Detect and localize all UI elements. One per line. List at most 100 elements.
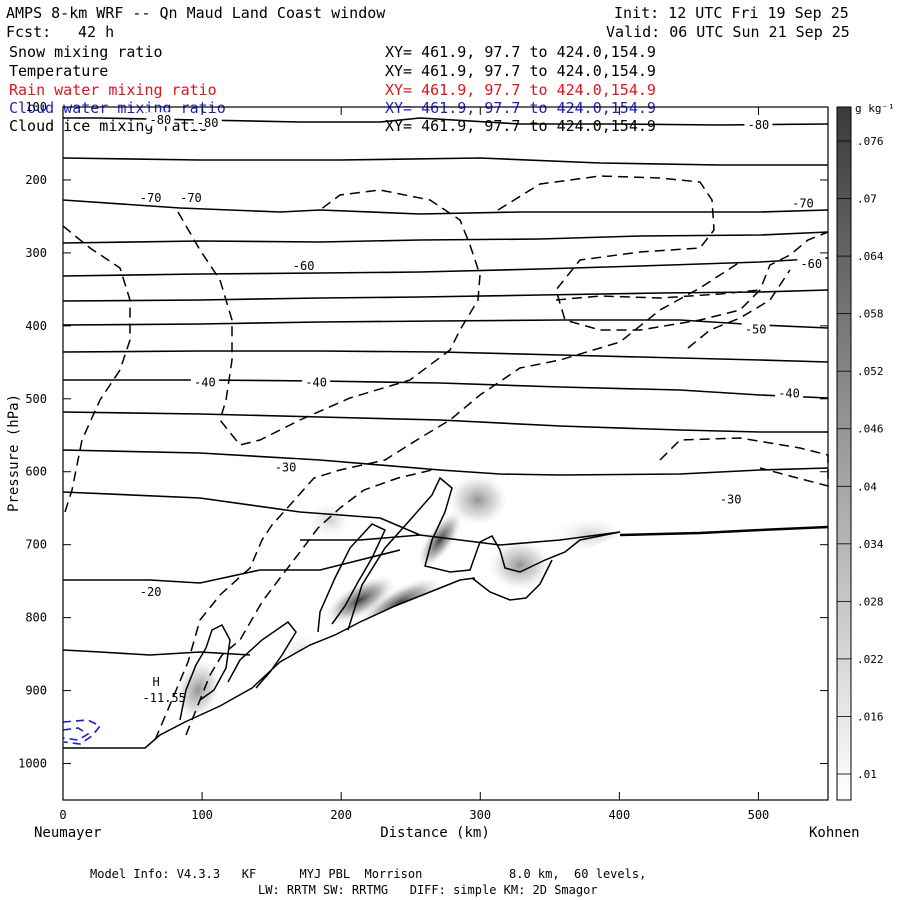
x-tick-label: 400 [609,808,631,822]
model-info-line-2: LW: RRTM SW: RRTMG DIFF: simple KM: 2D S… [258,883,598,897]
y-tick-label: 800 [25,611,47,625]
y-tick-label: 700 [25,538,47,552]
isotherm-label-bg [716,491,745,506]
x-tick-label: 0 [59,808,66,822]
isotherm-line [300,534,421,541]
temperature-isotherms [62,117,829,656]
isotherm-label-bg [193,115,222,130]
colorbar-unit: g kg⁻¹ [855,102,895,115]
x-tick-label: 500 [748,808,770,822]
isotherm-line [62,449,829,476]
field-xy-cloud-water: XY= 461.9, 97.7 to 424.0,154.9 [385,99,656,117]
isotherm-line [62,289,829,302]
cloud-ice-contour [471,559,553,601]
chart-title: AMPS 8-km WRF -- Qn Maud Land Coast wind… [6,4,386,22]
colorbar [836,106,852,801]
field-xy-temperature: XY= 461.9, 97.7 to 424.0,154.9 [385,62,656,80]
isotherm-label-bg [744,117,773,132]
y-tick-label: 600 [25,465,47,479]
isotherm-label: -40 [194,376,216,390]
snow-contour [497,175,829,331]
snow-contour [687,269,791,349]
field-name-cloud-ice: Cloud ice mixing ratio [9,117,208,135]
isotherm-label: -40 [305,376,327,390]
snow-contour [177,189,481,446]
x-tick-label: 200 [330,808,352,822]
axes: 0 100 200 300 400 500 100 200 300 400 500 600 700 800… [18,100,828,822]
isotherm-label: -70 [792,196,814,210]
isotherm-label: -60 [800,257,822,271]
y-tick-label: 400 [25,319,47,333]
cloud-ice-contour [317,523,386,633]
isotherm-line [62,257,829,277]
colorbar-tick-label: .076 [857,135,884,148]
snow-dashed-contours [62,175,829,741]
field-xy-snow: XY= 461.9, 97.7 to 424.0,154.9 [385,43,656,61]
x-axis-label: Distance (km) [380,825,490,841]
colorbar-tick-label: .052 [857,365,884,378]
snow-contour [185,469,433,736]
isotherm-label: -20 [140,585,162,599]
plot-frame [62,106,829,801]
field-xy-rain: XY= 461.9, 97.7 to 424.0,154.9 [385,81,656,99]
y-tick-label: 900 [25,684,47,698]
model-info-line-1: Model Info: V4.3.3 KF MYJ PBL Morrison 8… [90,867,647,881]
cloud-water-contour [62,719,102,745]
y-tick-label: 1000 [18,757,47,771]
high-value: -11.55 [143,691,186,705]
field-name-cloud-water: Cloud water mixing ratio [9,99,226,117]
init-time: Init: 12 UTC Fri 19 Sep 25 [614,4,849,22]
isotherm-label-bg [271,459,300,474]
colorbar-tick-label: .022 [857,653,884,666]
snow-contour [154,261,741,741]
terrain-mask [63,526,828,800]
isotherm-label: -80 [197,116,219,130]
colorbar-tick-label: .016 [857,710,884,723]
isotherm-line [62,157,828,166]
snow-contour [659,437,829,487]
isotherm-label: -30 [720,492,742,506]
y-axis-label: Pressure (hPa) [6,394,22,512]
isotherm-line [62,649,251,656]
y-tick-label: 500 [25,392,47,406]
isotherm-label-bg [302,374,331,389]
isotherm-label-bg [136,584,165,599]
cloud-ice-contour [179,624,231,721]
forecast-label: Fcst: [6,23,52,41]
isotherm-label: -80 [150,113,172,127]
isotherm-line [63,379,829,399]
cloud-ice-contours [63,476,829,749]
isotherm-label: -50 [745,322,767,336]
colorbar-ticks: .01 .016 .022 .028 .034 .04 .046 .052 .058 .064 .0… [837,135,884,781]
field-name-rain: Rain water mixing ratio [9,81,217,99]
isotherm-line [62,231,829,244]
isotherm-line [62,319,829,329]
isotherm-line [63,549,401,584]
y-tick-label: 300 [25,246,47,260]
isotherm-label: -70 [180,191,202,205]
x-tick-label: 100 [191,808,213,822]
isotherm-line [63,117,829,126]
right-endpoint-label: Kohnen [809,825,860,841]
colorbar-tick-label: .058 [857,308,884,321]
high-symbol: H [153,675,160,689]
snow-plume [488,539,552,591]
x-tick-label: 300 [469,808,491,822]
isotherm-line [62,491,621,546]
colorbar-tick-label: .034 [857,538,884,551]
forecast-hours: 42 h [78,23,115,41]
isotherm-label: -80 [748,118,770,132]
isotherm-line [62,411,828,433]
cloud-ice-contour [347,476,621,631]
colorbar-tick-label: .028 [857,595,884,608]
terrain-line [619,525,829,537]
snow-core [324,575,396,625]
isotherm-label: -30 [275,460,297,474]
colorbar-tick-label: .04 [857,480,877,493]
cloud-water-contours [62,719,102,745]
cloud-ice-contour [63,577,476,749]
valid-time: Valid: 06 UTC Sun 21 Sep 25 [606,23,850,41]
isotherm-line [62,350,829,363]
isotherm-label: -70 [140,191,162,205]
